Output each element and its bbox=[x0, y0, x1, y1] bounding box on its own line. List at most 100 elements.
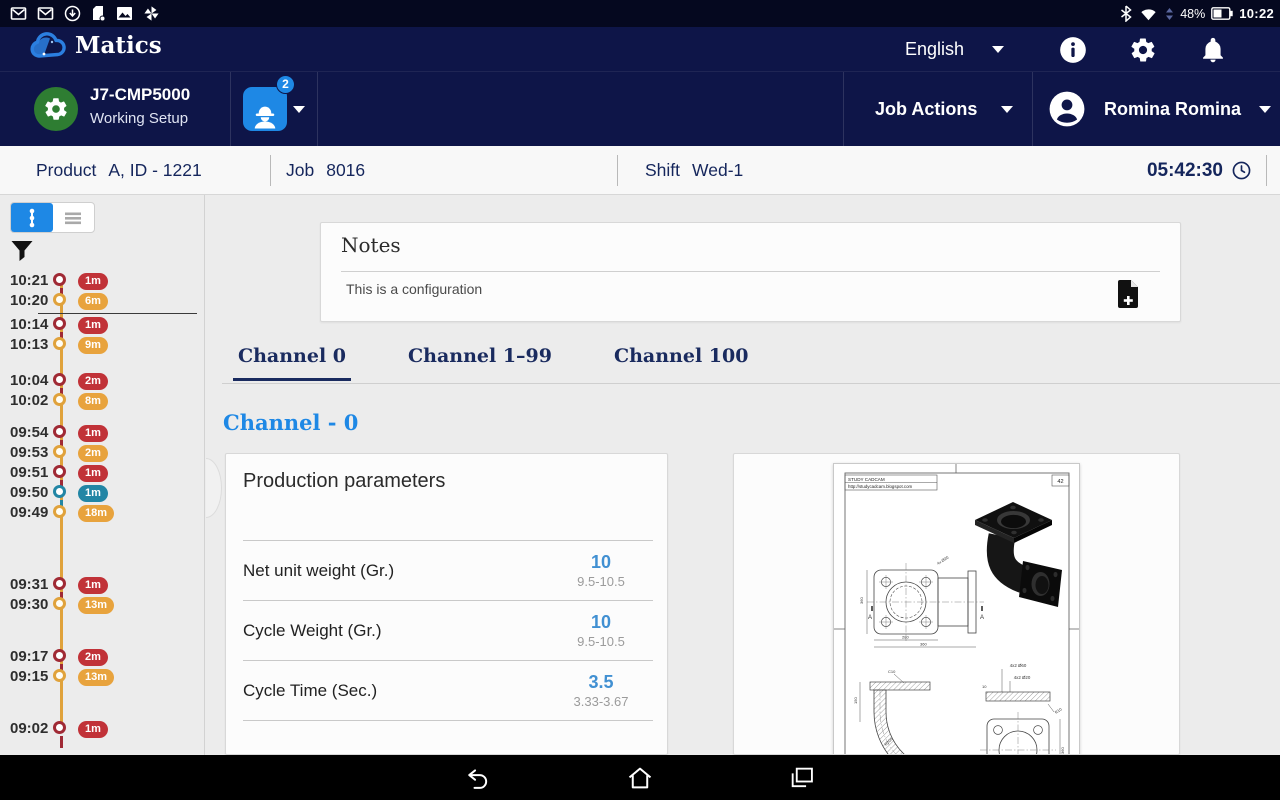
status-clock: 10:22 bbox=[1239, 6, 1274, 21]
gear-icon bbox=[45, 98, 67, 120]
operator-button[interactable] bbox=[243, 87, 287, 131]
timeline-event-dot bbox=[53, 485, 66, 498]
product-label: Product bbox=[36, 160, 97, 180]
timeline-event[interactable]: 09:49 18m bbox=[0, 503, 204, 523]
machine-status-label: Working Setup bbox=[90, 110, 189, 127]
timeline-event[interactable]: 10:14 1m bbox=[0, 315, 204, 344]
avatar bbox=[1049, 91, 1085, 127]
elbow-3d-view bbox=[975, 502, 1062, 607]
machine-status-avatar[interactable] bbox=[34, 87, 78, 131]
timeline-event[interactable]: 09:53 2m bbox=[0, 443, 204, 463]
timeline-duration-badge: 1m bbox=[78, 577, 108, 594]
parameter-value: 3.5 bbox=[588, 672, 614, 692]
parameter-row[interactable]: Cycle Time (Sec.) 3.5 3.33-3.67 bbox=[243, 661, 653, 721]
timeline-event[interactable]: 10:13 9m bbox=[0, 335, 204, 355]
channel-tab[interactable]: Channel 1–99 bbox=[408, 345, 552, 367]
timeline-event-dot bbox=[53, 649, 66, 662]
timeline-event-dot bbox=[53, 445, 66, 458]
language-label: English bbox=[905, 39, 965, 59]
timeline-event-dot bbox=[53, 465, 66, 478]
timeline-time: 09:15 bbox=[10, 668, 49, 685]
notes-body: This is a configuration bbox=[346, 281, 483, 297]
product-info: Product A, ID - 1221 bbox=[36, 146, 202, 195]
timeline-event[interactable]: 10:02 8m bbox=[0, 391, 204, 411]
timeline-time: 10:04 bbox=[10, 372, 49, 389]
recents-button[interactable] bbox=[788, 764, 816, 792]
info-icon[interactable] bbox=[1059, 36, 1087, 64]
battery-icon bbox=[1211, 7, 1233, 20]
android-nav-bar bbox=[0, 755, 1280, 800]
shift-timer: 05:42:30 bbox=[1147, 146, 1252, 195]
technical-drawing[interactable]: STUDY CADCAM http://studycadcam.blogspot… bbox=[833, 463, 1080, 754]
user-menu[interactable]: Romina Romina bbox=[1048, 72, 1272, 146]
language-selector[interactable]: English bbox=[905, 27, 1005, 72]
timeline-time: 10:02 bbox=[10, 392, 49, 409]
filter-icon[interactable] bbox=[10, 239, 34, 263]
channel-tab[interactable]: Channel 0 bbox=[233, 345, 352, 381]
parameter-row[interactable]: Cycle Weight (Gr.) 10 9.5-10.5 bbox=[243, 601, 653, 661]
flange-section-view: 4x2 Ø60 4x2 Ø20 R10 bbox=[980, 663, 1065, 754]
timeline-time: 10:21 bbox=[10, 272, 49, 289]
timeline-event[interactable]: 10:21 1m bbox=[0, 271, 204, 300]
parameter-label: Cycle Time (Sec.) bbox=[243, 680, 378, 700]
attach-document-icon[interactable] bbox=[1117, 279, 1140, 309]
parameters-title: Production parameters bbox=[243, 470, 446, 492]
clock-icon bbox=[1232, 161, 1251, 180]
bell-icon[interactable] bbox=[1199, 36, 1227, 64]
parameter-range: 9.5-10.5 bbox=[577, 574, 625, 589]
drawing-title-1: STUDY CADCAM bbox=[848, 477, 885, 482]
timeline-duration-badge: 1m bbox=[78, 465, 108, 482]
parameter-row[interactable]: Net unit weight (Gr.) 10 9.5-10.5 bbox=[243, 541, 653, 601]
timeline-icon bbox=[29, 208, 35, 227]
list-view-button[interactable] bbox=[53, 203, 95, 232]
timeline-event[interactable]: 10:20 6m bbox=[0, 291, 204, 311]
back-button[interactable] bbox=[464, 764, 492, 792]
channel-tabs: Channel 0 Channel 1–99 Channel 100 bbox=[233, 345, 805, 381]
notes-card: Notes This is a configuration bbox=[320, 222, 1181, 322]
home-button[interactable] bbox=[626, 764, 654, 792]
parameter-value-block: 10 9.5-10.5 bbox=[549, 612, 653, 649]
timeline-event-dot bbox=[53, 393, 66, 406]
download-icon bbox=[64, 5, 81, 22]
chevron-down-icon[interactable] bbox=[293, 106, 305, 113]
timeline-duration-badge: 8m bbox=[78, 393, 108, 410]
timeline-event[interactable]: 09:51 1m bbox=[0, 463, 204, 492]
svg-text:4x Ø20: 4x Ø20 bbox=[936, 554, 950, 565]
shift-info: Shift Wed-1 bbox=[645, 146, 743, 195]
timeline-event[interactable]: 09:30 13m bbox=[0, 595, 204, 615]
pipe-elbow-drawing: STUDY CADCAM http://studycadcam.blogspot… bbox=[834, 464, 1079, 754]
timeline-event[interactable]: 09:17 2m bbox=[0, 647, 204, 676]
chevron-down-icon bbox=[1001, 105, 1014, 113]
timeline-time: 09:54 bbox=[10, 424, 49, 441]
channel-heading: Channel - 0 bbox=[223, 410, 359, 435]
parameter-value-block: 3.5 3.33-3.67 bbox=[549, 672, 653, 709]
svg-text:360: 360 bbox=[920, 642, 927, 647]
timeline-duration-badge: 1m bbox=[78, 425, 108, 442]
timeline-event[interactable]: 09:31 1m bbox=[0, 575, 204, 604]
timeline-event[interactable]: 09:15 13m bbox=[0, 667, 204, 687]
view-toggle bbox=[10, 202, 95, 233]
timeline-time: 09:30 bbox=[10, 596, 49, 613]
divider bbox=[843, 72, 844, 146]
divider bbox=[230, 72, 231, 146]
timeline-event[interactable]: 09:02 1m bbox=[0, 719, 204, 748]
job-info-bar: Product A, ID - 1221 Job 8016 Shift Wed-… bbox=[0, 146, 1280, 195]
divider bbox=[317, 72, 318, 146]
timeline-separator bbox=[38, 313, 197, 314]
svg-text:A: A bbox=[868, 615, 872, 621]
sheet-number: 42 bbox=[1057, 479, 1063, 485]
notes-title: Notes bbox=[341, 233, 401, 257]
timeline-view-button[interactable] bbox=[11, 203, 53, 232]
job-actions-dropdown[interactable]: Job Actions bbox=[875, 72, 1014, 146]
timeline-event-dot bbox=[53, 373, 66, 386]
channel-tab[interactable]: Channel 100 bbox=[614, 345, 749, 367]
brand-name: Matics bbox=[75, 32, 162, 59]
timeline-event[interactable]: 09:54 1m bbox=[0, 423, 204, 452]
timeline-event-dot bbox=[53, 273, 66, 286]
machine-bar: J7-CMP5000 Working Setup 2 Production Jo… bbox=[0, 72, 1280, 197]
timeline-event[interactable]: 09:50 1m bbox=[0, 483, 204, 512]
timeline-time: 09:31 bbox=[10, 576, 49, 593]
gear-icon[interactable] bbox=[1129, 36, 1157, 64]
timeline-event[interactable]: 10:04 2m bbox=[0, 371, 204, 400]
